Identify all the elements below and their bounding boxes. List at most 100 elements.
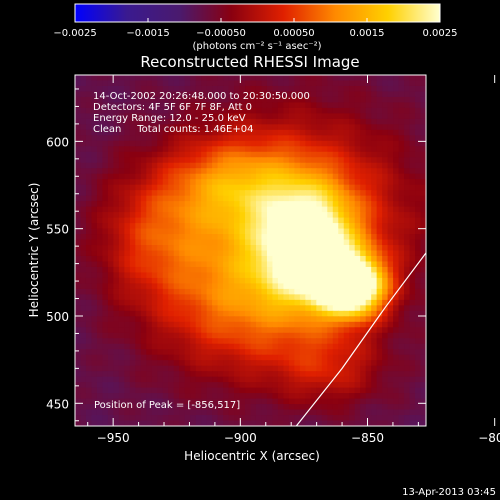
heatmap-cell <box>310 206 317 213</box>
heatmap-cell <box>354 129 361 136</box>
heatmap-cell <box>162 255 169 263</box>
heatmap-cell <box>387 85 394 93</box>
heatmap-cell <box>294 294 301 301</box>
heatmap-cell <box>75 118 82 125</box>
heatmap-cell <box>420 190 426 197</box>
heatmap-cell <box>75 195 82 202</box>
heatmap-cell <box>217 261 224 268</box>
heatmap-cell <box>239 129 246 136</box>
heatmap-cell <box>255 80 263 87</box>
heatmap-cell <box>310 404 317 411</box>
heatmap-cell <box>102 239 109 246</box>
heatmap-cell <box>239 168 246 175</box>
heatmap-cell <box>321 250 328 257</box>
heatmap-cell <box>409 173 416 180</box>
heatmap-cell <box>135 321 142 328</box>
heatmap-cell <box>283 162 290 169</box>
heatmap-cell <box>201 195 208 202</box>
heatmap-cell <box>135 387 142 394</box>
heatmap-cell <box>354 135 361 142</box>
heatmap-cell <box>299 201 306 208</box>
heatmap-cell <box>283 261 290 268</box>
heatmap-cell <box>283 420 290 426</box>
heatmap-cell <box>239 420 246 426</box>
heatmap-cell <box>75 310 82 317</box>
heatmap-cell <box>85 162 93 169</box>
heatmap-cell <box>113 201 120 208</box>
heatmap-cell <box>255 85 263 93</box>
heatmap-cell <box>398 228 405 235</box>
heatmap-cell <box>113 168 120 175</box>
heatmap-cell <box>107 299 114 306</box>
heatmap-cell <box>288 349 295 356</box>
heatmap-cell <box>157 393 164 400</box>
heatmap-cell <box>162 294 169 301</box>
heatmap-cell <box>398 151 405 158</box>
heatmap-cell <box>305 80 312 87</box>
heatmap-cell <box>266 371 274 378</box>
heatmap-cell <box>85 85 93 93</box>
heatmap-cell <box>245 173 252 180</box>
heatmap-cell <box>195 382 202 389</box>
heatmap-cell <box>349 288 356 295</box>
heatmap-cell <box>288 124 295 131</box>
heatmap-cell <box>354 118 361 125</box>
heatmap-cell <box>277 179 284 186</box>
heatmap-cell <box>195 157 202 164</box>
heatmap-cell <box>409 305 416 312</box>
heatmap-cell <box>349 299 356 306</box>
heatmap-cell <box>283 195 290 202</box>
heatmap-cell <box>354 338 361 345</box>
heatmap-cell <box>162 365 169 372</box>
heatmap-cell <box>212 415 219 422</box>
heatmap-cell <box>102 201 109 208</box>
heatmap-cell <box>223 371 230 378</box>
heatmap-cell <box>206 382 213 389</box>
heatmap-cell <box>129 195 136 202</box>
heatmap-cell <box>299 288 306 295</box>
heatmap-cell <box>173 409 180 416</box>
heatmap-cell <box>387 223 394 230</box>
heatmap-cell <box>316 234 323 241</box>
plot-area <box>75 75 426 426</box>
heatmap-cell <box>146 206 153 213</box>
heatmap-cell <box>327 393 334 400</box>
heatmap-cell <box>184 310 191 317</box>
heatmap-cell <box>354 75 361 82</box>
heatmap-cell <box>387 415 394 422</box>
heatmap-cell <box>151 107 158 114</box>
heatmap-cell <box>212 173 219 180</box>
heatmap-cell <box>321 420 328 426</box>
heatmap-cell <box>75 316 82 323</box>
heatmap-cell <box>80 266 87 274</box>
heatmap-cell <box>360 360 367 367</box>
heatmap-cell <box>283 75 290 82</box>
heatmap-cell <box>85 234 93 241</box>
heatmap-cell <box>349 162 356 169</box>
heatmap-cell <box>217 234 224 241</box>
heatmap-cell <box>343 85 350 93</box>
heatmap-cell <box>212 360 219 367</box>
heatmap-cell <box>129 217 136 224</box>
heatmap-cell <box>343 195 350 202</box>
heatmap-cell <box>201 223 208 230</box>
heatmap-cell <box>228 371 235 378</box>
heatmap-cell <box>332 140 339 147</box>
heatmap-cell <box>266 255 274 263</box>
heatmap-cell <box>272 272 279 279</box>
heatmap-cell <box>360 338 367 345</box>
heatmap-cell <box>371 398 378 405</box>
heatmap-cell <box>85 321 93 328</box>
heatmap-cell <box>387 195 394 202</box>
heatmap-cell <box>245 294 252 301</box>
heatmap-cell <box>157 184 164 191</box>
heatmap-cell <box>223 316 230 323</box>
heatmap-cell <box>168 80 175 87</box>
heatmap-cell <box>360 195 367 202</box>
heatmap-cell <box>250 277 257 284</box>
heatmap-cell <box>223 168 230 175</box>
heatmap-cell <box>266 118 274 125</box>
heatmap-cell <box>376 277 383 284</box>
heatmap-cell <box>179 409 186 416</box>
heatmap-cell <box>387 272 394 279</box>
